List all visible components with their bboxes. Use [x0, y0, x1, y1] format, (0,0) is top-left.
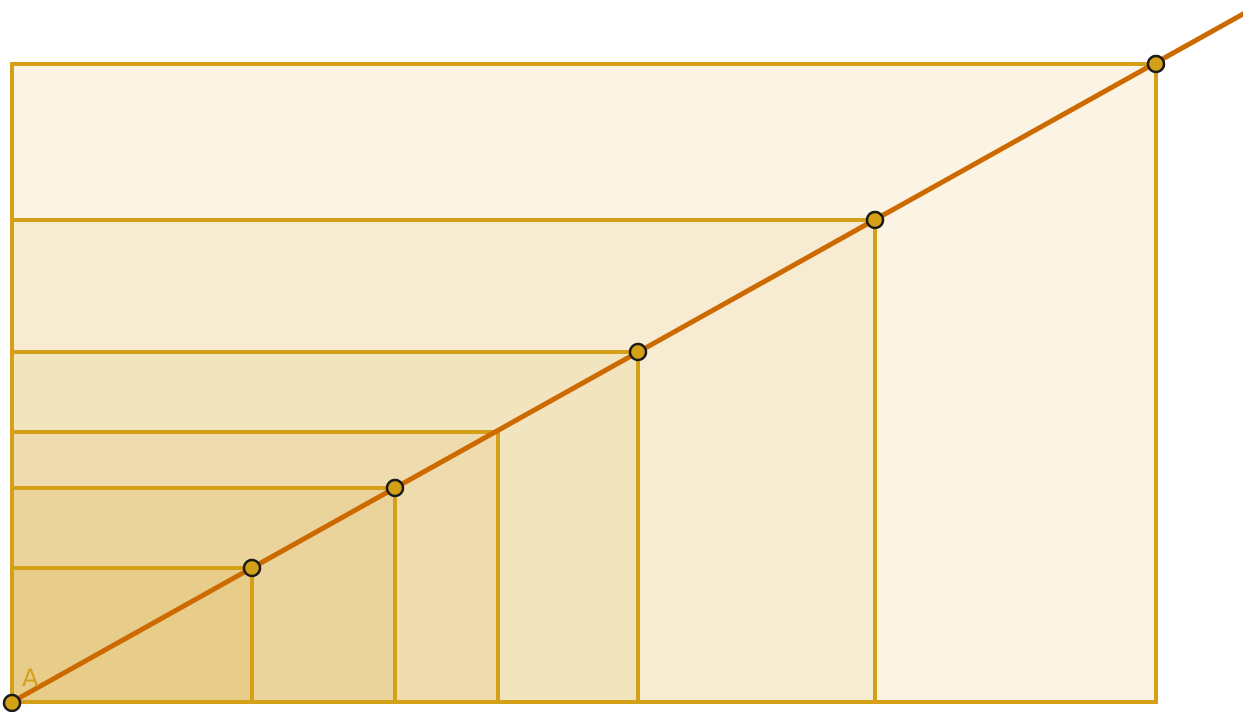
corner-point-2[interactable]: [865, 210, 885, 230]
point-a[interactable]: [2, 693, 22, 712]
corner-point-1[interactable]: [1146, 54, 1166, 74]
corner-point-5[interactable]: [385, 478, 405, 498]
point-label-a: A: [22, 664, 39, 692]
corner-point-3[interactable]: [628, 342, 648, 362]
corner-point-6[interactable]: [242, 558, 262, 578]
diagonal-line: [9, 11, 1243, 705]
